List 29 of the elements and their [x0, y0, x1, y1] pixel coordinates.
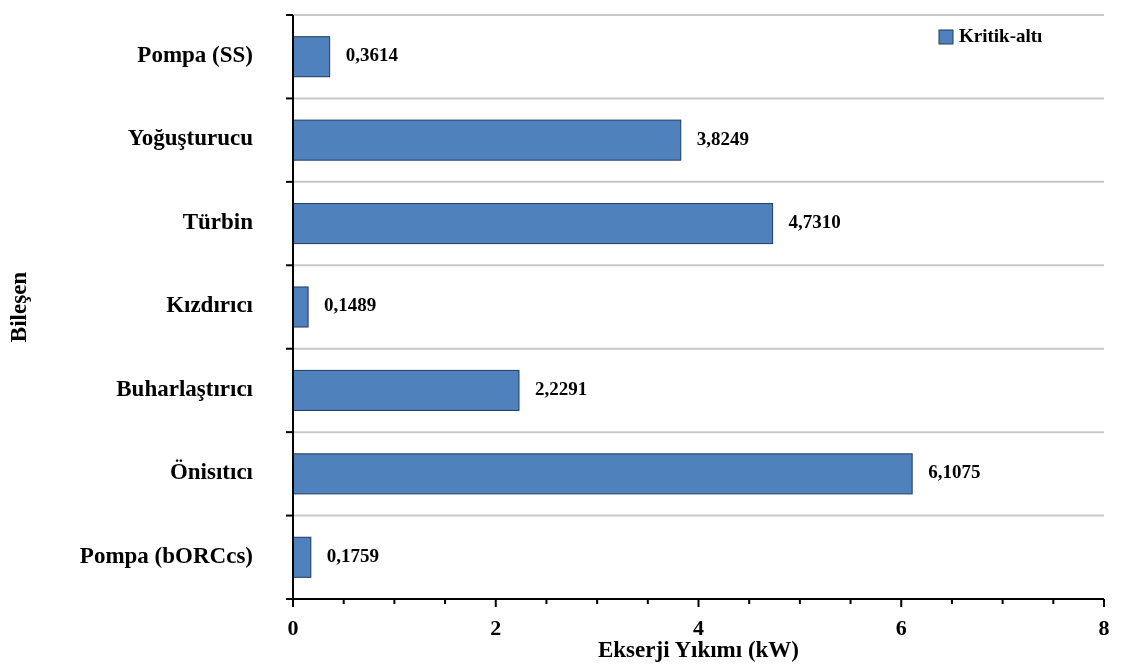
y-tick-label: Kızdırıcı — [166, 292, 254, 318]
x-tick-label: 6 — [895, 615, 907, 640]
y-tick-label: Buharlaştırıcı — [116, 375, 254, 401]
data-label: 3,8249 — [696, 127, 749, 149]
data-label: 2,2291 — [534, 377, 588, 399]
x-tick-label: 2 — [490, 615, 502, 640]
bar — [292, 453, 913, 495]
bar — [292, 119, 682, 161]
y-tick-label: Pompa (SS) — [137, 42, 253, 67]
x-tick-label: 4 — [693, 615, 704, 640]
y-tick-label: Yoğuşturucu — [127, 125, 254, 151]
legend-label: Kritik-altı — [959, 25, 1043, 47]
bar — [292, 536, 312, 578]
y-axis-title: Bileşen — [6, 271, 31, 343]
data-label: 0,1759 — [326, 544, 380, 566]
bar — [292, 369, 520, 411]
data-label: 0,1489 — [324, 294, 377, 316]
x-tick-label: 8 — [1098, 615, 1110, 640]
bar — [292, 286, 309, 328]
x-tick-label: 0 — [287, 615, 299, 640]
data-label: 0,3614 — [345, 44, 399, 66]
y-tick-label: Pompa (bORCcs) — [79, 542, 253, 568]
y-tick-label: Türbin — [182, 208, 254, 234]
bar — [292, 36, 331, 78]
x-axis-title: Ekserji Yıkımı (kW) — [597, 637, 800, 662]
data-label: 4,7310 — [788, 210, 841, 232]
bar — [292, 203, 774, 245]
data-label: 6,1075 — [928, 461, 981, 483]
y-tick-label: Önisıtıcı — [169, 459, 254, 485]
